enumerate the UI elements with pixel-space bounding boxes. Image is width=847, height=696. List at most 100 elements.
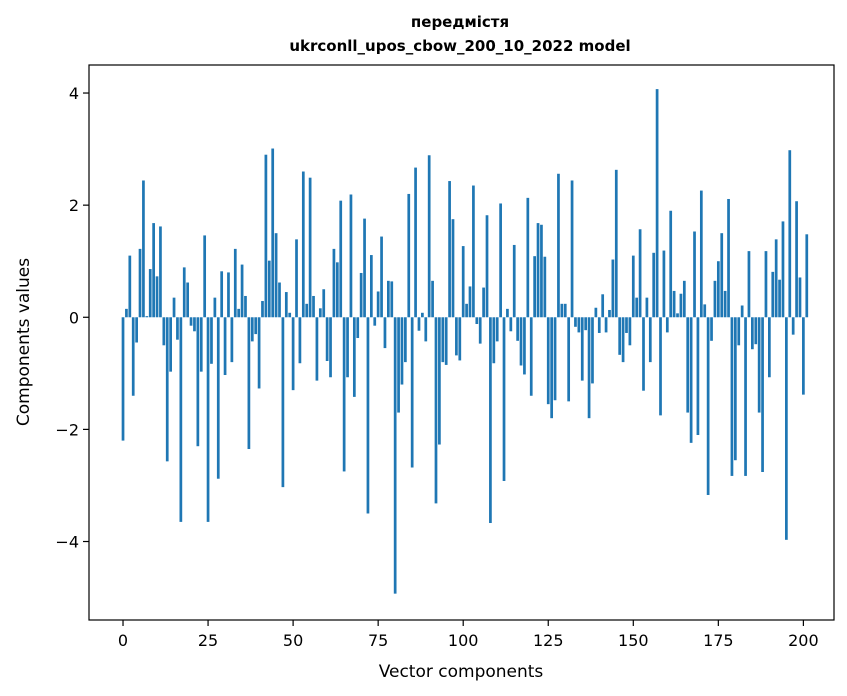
- bar-114: [509, 317, 513, 332]
- bar-7: [145, 316, 149, 318]
- x-tick-label: 125: [533, 631, 564, 650]
- bar-70: [359, 272, 363, 318]
- x-axis-label: Vector components: [379, 662, 544, 682]
- bar-110: [495, 317, 499, 342]
- bar-157: [655, 89, 659, 318]
- bar-56: [312, 295, 315, 318]
- bar-112: [502, 317, 506, 481]
- bar-62: [332, 248, 336, 318]
- bar-57: [315, 317, 319, 381]
- bar-61: [329, 317, 332, 378]
- bars-group: [121, 89, 809, 594]
- bar-166: [686, 317, 690, 413]
- bar-167: [689, 317, 693, 443]
- bar-87: [417, 317, 421, 331]
- bar-79: [390, 281, 394, 318]
- bar-14: [169, 317, 172, 372]
- x-tick-label: 25: [198, 631, 218, 650]
- bar-64: [339, 200, 343, 318]
- bar-98: [455, 317, 458, 356]
- bar-172: [706, 317, 710, 495]
- bar-163: [676, 313, 679, 318]
- bar-26: [210, 317, 213, 364]
- bar-90: [427, 155, 431, 318]
- bar-35: [240, 264, 244, 318]
- bar-120: [529, 317, 533, 396]
- bar-71: [363, 218, 366, 318]
- bar-147: [621, 317, 625, 363]
- x-tick-label: 50: [283, 631, 303, 650]
- bar-54: [305, 303, 309, 318]
- bar-146: [618, 317, 622, 355]
- bar-190: [768, 317, 771, 378]
- bar-100: [461, 246, 465, 318]
- bar-169: [696, 317, 700, 435]
- bar-37: [247, 317, 251, 450]
- bar-89: [424, 317, 428, 342]
- bar-69: [356, 317, 360, 339]
- bar-3: [131, 317, 135, 396]
- bar-75: [376, 291, 380, 318]
- bar-127: [553, 317, 557, 401]
- y-tick-label: 0: [69, 308, 79, 327]
- bar-46: [278, 282, 281, 318]
- bar-174: [713, 280, 717, 318]
- x-tick-label: 175: [703, 631, 734, 650]
- bar-179: [730, 317, 734, 476]
- bar-66: [346, 317, 349, 378]
- bar-24: [203, 235, 207, 318]
- bar-6: [142, 180, 145, 318]
- bar-68: [352, 317, 356, 397]
- bar-9: [152, 223, 155, 318]
- bar-197: [791, 317, 795, 335]
- bar-201: [805, 234, 809, 318]
- bar-134: [577, 317, 581, 333]
- bar-156: [652, 252, 656, 318]
- x-tick-label: 75: [368, 631, 388, 650]
- y-tick-label: −4: [55, 533, 79, 552]
- bar-78: [387, 280, 390, 318]
- bar-31: [227, 272, 230, 318]
- y-tick-label: −2: [55, 420, 79, 439]
- bar-185: [751, 317, 754, 350]
- bar-91: [431, 280, 434, 318]
- bar-131: [567, 317, 571, 402]
- bar-52: [298, 317, 302, 364]
- bar-27: [213, 297, 217, 318]
- bar-129: [560, 303, 564, 318]
- bar-119: [526, 197, 530, 318]
- bar-135: [580, 317, 584, 381]
- bar-186: [754, 317, 758, 345]
- x-tick-label: 100: [448, 631, 479, 650]
- bar-1: [125, 308, 128, 318]
- bar-184: [747, 251, 751, 318]
- bar-141: [601, 294, 605, 318]
- bar-81: [397, 317, 400, 413]
- bar-30: [223, 317, 227, 376]
- plot-frame: [88, 64, 835, 621]
- bar-16: [176, 317, 179, 340]
- y-tick-label: 2: [69, 196, 79, 215]
- bar-123: [540, 224, 543, 318]
- bar-117: [519, 317, 523, 366]
- bar-29: [220, 271, 224, 318]
- bar-137: [587, 317, 591, 419]
- bar-126: [550, 317, 554, 419]
- bar-148: [625, 317, 628, 333]
- bar-5: [138, 248, 142, 318]
- bar-63: [335, 262, 339, 318]
- bar-34: [237, 308, 241, 318]
- bar-113: [506, 308, 509, 318]
- bar-19: [186, 282, 190, 318]
- bar-159: [662, 250, 666, 318]
- bar-22: [196, 317, 200, 447]
- bar-109: [492, 317, 496, 364]
- bar-51: [295, 239, 298, 318]
- bar-80: [393, 317, 397, 594]
- bar-195: [785, 317, 788, 540]
- bar-20: [189, 317, 193, 326]
- bar-95: [444, 317, 448, 365]
- bar-21: [193, 317, 196, 332]
- bar-49: [288, 312, 292, 318]
- bar-85: [410, 317, 414, 468]
